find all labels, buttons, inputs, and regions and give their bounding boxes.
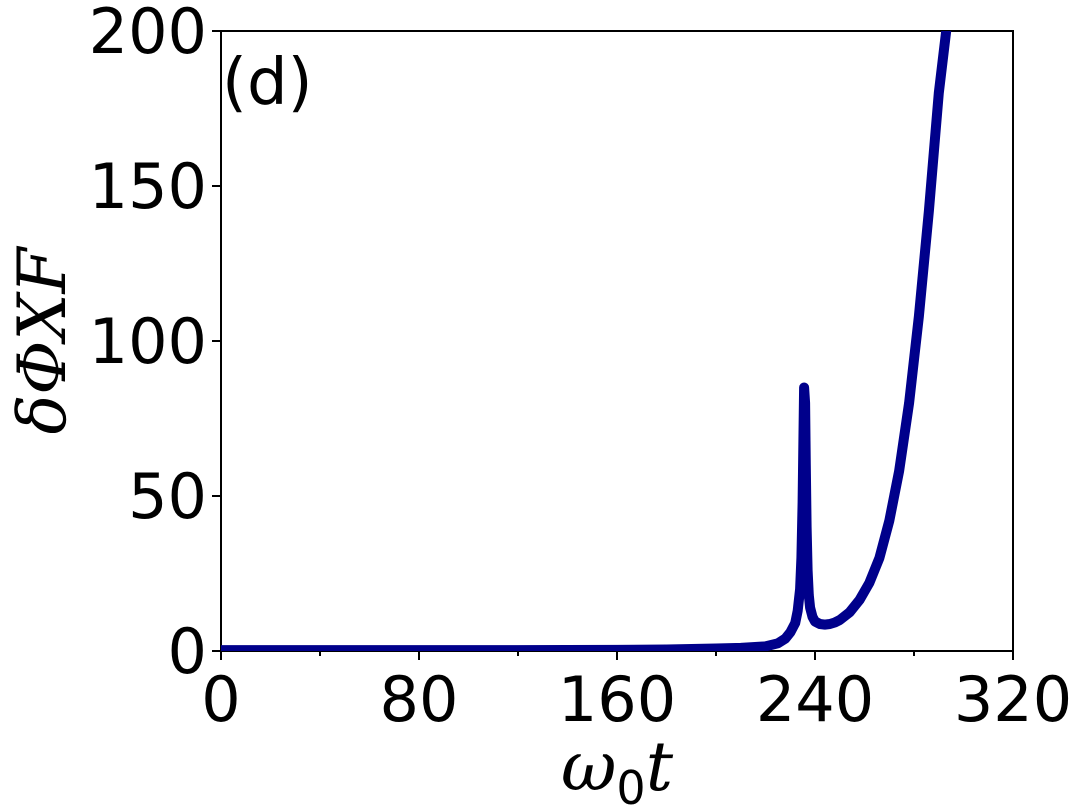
- x-axis-title-t: t: [646, 728, 674, 807]
- panel-label: (d): [222, 46, 313, 120]
- y-tick-label: 100: [89, 305, 207, 378]
- x-tick-label: 80: [380, 663, 459, 736]
- y-tick-label: 0: [168, 615, 207, 688]
- x-axis-title: ω0t: [561, 728, 674, 810]
- x-tick-label: 0: [201, 663, 240, 736]
- plot-frame: [220, 30, 1014, 652]
- x-tick-label: 160: [558, 663, 676, 736]
- series-line: [221, 31, 952, 651]
- y-axis-title: δΦXF: [4, 245, 81, 434]
- y-tick-label: 200: [89, 0, 207, 68]
- y-tick-label: 50: [128, 460, 207, 533]
- x-tick-label: 320: [954, 663, 1072, 736]
- y-tick-label: 150: [89, 150, 207, 223]
- x-tick-label: 240: [756, 663, 874, 736]
- x-axis-title-omega: ω: [561, 728, 616, 807]
- x-axis-title-subscript: 0: [616, 761, 645, 810]
